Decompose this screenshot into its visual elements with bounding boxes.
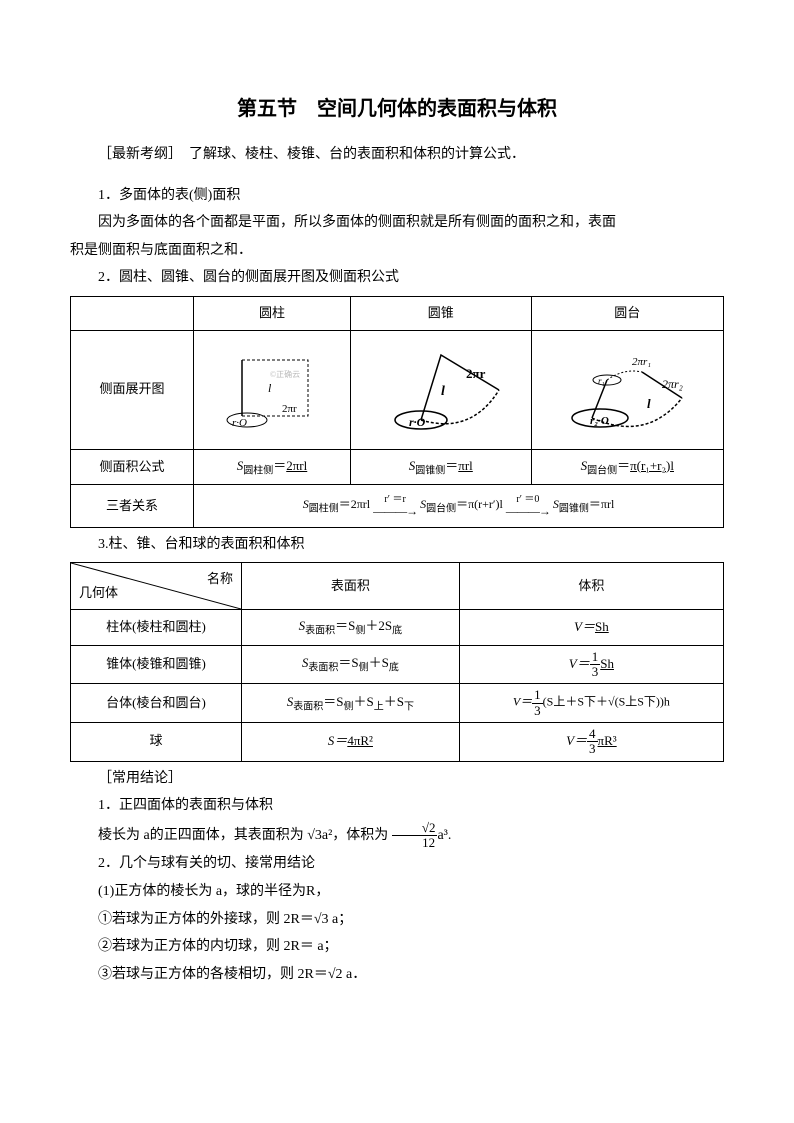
frustum-v: V＝13(S上＋S下＋√(S上S下))h xyxy=(459,684,723,723)
sec1-heading: 1．多面体的表(侧)面积 xyxy=(70,183,724,210)
cone-formula: S圆锥侧＝πrl xyxy=(350,449,531,485)
cylinder-formula: S圆柱侧＝2πrl xyxy=(194,449,351,485)
diag-header: 名称 几何体 xyxy=(71,563,242,610)
frustum-formula: S圆台侧＝π(r₁+r₂)l xyxy=(531,449,723,485)
row-frustum: 台体(棱台和圆台) xyxy=(71,684,242,723)
svg-text:r·O: r·O xyxy=(409,415,426,429)
svg-text:2πr: 2πr xyxy=(282,403,297,415)
row-cone: 锥体(棱锥和圆锥) xyxy=(71,645,242,684)
concl2-heading: 2．几个与球有关的切、接常用结论 xyxy=(70,851,724,878)
sphere-v: V＝43πR³ xyxy=(459,723,723,762)
prism-sa: S表面积＝S侧＋2S底 xyxy=(242,610,460,646)
col-frustum: 圆台 xyxy=(531,296,723,330)
sec3-heading: 3.柱、锥、台和球的表面积和体积 xyxy=(70,532,724,559)
cylinder-unfold-diagram: ©正确云 l 2πr r·O xyxy=(194,330,351,449)
concl2-3: ②若球为正方体的内切球，则 2R＝ a； xyxy=(70,934,724,961)
row-formula: 侧面积公式 xyxy=(71,449,194,485)
lateral-table: 圆柱 圆锥 圆台 侧面展开图 ©正确云 l 2πr r·O 2πr l xyxy=(70,296,724,528)
cone-sa: S表面积＝S侧＋S底 xyxy=(242,645,460,684)
sec2-heading: 2．圆柱、圆锥、圆台的侧面展开图及侧面积公式 xyxy=(70,265,724,292)
conclusion-heading: ［常用结论］ xyxy=(70,766,724,793)
exam-outline: ［最新考纲］ 了解球、棱柱、棱锥、台的表面积和体积的计算公式． xyxy=(70,142,724,169)
frustum-sa: S表面积＝S侧＋S上＋S下 xyxy=(242,684,460,723)
col-surface: 表面积 xyxy=(242,563,460,610)
concl1-heading: 1．正四面体的表面积与体积 xyxy=(70,793,724,820)
col-volume: 体积 xyxy=(459,563,723,610)
volume-table: 名称 几何体 表面积 体积 柱体(棱柱和圆柱) S表面积＝S侧＋2S底 V＝Sh… xyxy=(70,562,724,761)
svg-text:l: l xyxy=(268,381,272,395)
concl2-4: ③若球与正方体的各棱相切，则 2R＝√2 a． xyxy=(70,962,724,989)
svg-text:l: l xyxy=(647,396,651,411)
row-unfold: 侧面展开图 xyxy=(71,330,194,449)
section-title: 第五节 空间几何体的表面积与体积 xyxy=(70,90,724,128)
svg-text:2πr: 2πr xyxy=(466,366,486,381)
row-sphere: 球 xyxy=(71,723,242,762)
cone-unfold-diagram: 2πr l r·O xyxy=(350,330,531,449)
relation-formula: S圆柱侧＝2πrl r′ ＝r———→ S圆台侧＝π(r+r′)l r′ ＝0—… xyxy=(194,485,724,527)
svg-text:©正确云: ©正确云 xyxy=(270,369,300,379)
sec1-line1: 因为多面体的各个面都是平面，所以多面体的侧面积就是所有侧面的面积之和，表面 xyxy=(70,210,724,237)
row-relation: 三者关系 xyxy=(71,485,194,527)
svg-text:r₂·O: r₂·O xyxy=(590,415,609,427)
sphere-sa: S＝4πR² xyxy=(242,723,460,762)
svg-text:l: l xyxy=(441,384,445,399)
sec1-line2: 积是侧面积与底面面积之和． xyxy=(70,238,724,265)
svg-text:2πr₂: 2πr₂ xyxy=(662,377,683,391)
frustum-unfold-diagram: 2πr₁ 2πr₂ l r₁ r₂·O xyxy=(531,330,723,449)
concl2-2: ①若球为正方体的外接球，则 2R＝√3 a； xyxy=(70,907,724,934)
svg-text:2πr₁: 2πr₁ xyxy=(632,356,651,368)
svg-text:r₁: r₁ xyxy=(598,376,605,386)
row-prism: 柱体(棱柱和圆柱) xyxy=(71,610,242,646)
svg-text:r·O: r·O xyxy=(232,417,247,429)
col-cone: 圆锥 xyxy=(350,296,531,330)
col-cylinder: 圆柱 xyxy=(194,296,351,330)
prism-v: V＝Sh xyxy=(459,610,723,646)
concl2-1: (1)正方体的棱长为 a，球的半径为R， xyxy=(70,879,724,906)
concl1-body: 棱长为 a的正四面体，其表面积为 √3a²，体积为 √212a³. xyxy=(70,821,724,851)
cone-v: V＝13Sh xyxy=(459,645,723,684)
